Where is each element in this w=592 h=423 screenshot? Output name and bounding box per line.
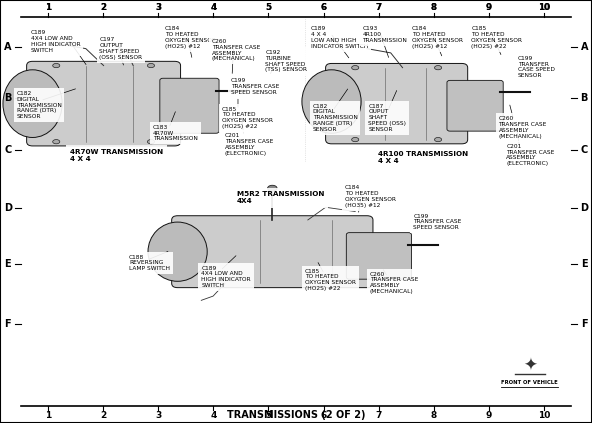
Text: C183
4R70W
TRANSMISSION: C183 4R70W TRANSMISSION <box>153 125 198 141</box>
Text: 5: 5 <box>266 3 271 12</box>
Text: C189
4X4 LOW AND
HIGH INDICATOR
SWITCH: C189 4X4 LOW AND HIGH INDICATOR SWITCH <box>31 30 81 53</box>
Text: 7: 7 <box>375 3 382 12</box>
Text: C193
4R100
TRANSMISSION: C193 4R100 TRANSMISSION <box>362 26 407 43</box>
Text: C201
TRANSFER CASE
ASSEMBLY
(ELECTRONIC): C201 TRANSFER CASE ASSEMBLY (ELECTRONIC) <box>506 144 555 166</box>
Text: 2: 2 <box>100 3 107 12</box>
Ellipse shape <box>148 222 207 281</box>
Text: 3: 3 <box>155 3 162 12</box>
Text: 2: 2 <box>101 3 106 12</box>
Text: A: A <box>581 41 588 52</box>
Text: 4R70W TRANSMISSION
4 X 4: 4R70W TRANSMISSION 4 X 4 <box>70 149 163 162</box>
Text: C199
TRANSFER
CASE SPEED
SENSOR: C199 TRANSFER CASE SPEED SENSOR <box>518 56 555 78</box>
Ellipse shape <box>147 140 155 144</box>
Ellipse shape <box>352 137 359 142</box>
FancyBboxPatch shape <box>27 61 181 146</box>
Text: 4: 4 <box>210 411 217 420</box>
Text: D: D <box>4 203 12 213</box>
Text: C188
REVERSING
LAMP SWITCH: C188 REVERSING LAMP SWITCH <box>129 255 170 271</box>
Text: F: F <box>4 319 11 329</box>
Text: 8: 8 <box>431 3 436 12</box>
Text: 9: 9 <box>485 3 492 12</box>
Text: C197
OUTPUT
SHAFT SPEED
(OSS) SENSOR: C197 OUTPUT SHAFT SPEED (OSS) SENSOR <box>99 37 143 60</box>
Text: C: C <box>581 145 588 155</box>
Text: 6: 6 <box>321 3 326 12</box>
Text: C201
TRANSFER CASE
ASSEMBLY
(ELECTRONIC): C201 TRANSFER CASE ASSEMBLY (ELECTRONIC) <box>225 133 274 156</box>
Text: A: A <box>4 41 11 52</box>
Ellipse shape <box>268 185 277 191</box>
Text: 3: 3 <box>156 3 161 12</box>
Text: M5R2 TRANSMISSION
4X4: M5R2 TRANSMISSION 4X4 <box>237 191 324 204</box>
Ellipse shape <box>53 140 60 144</box>
Text: 9: 9 <box>486 3 491 12</box>
Ellipse shape <box>302 70 361 133</box>
Text: C185
TO HEATED
OXYGEN SENSOR
(HO2S) #22: C185 TO HEATED OXYGEN SENSOR (HO2S) #22 <box>305 269 356 291</box>
Text: 4R100 TRANSMISSION
4 X 4: 4R100 TRANSMISSION 4 X 4 <box>378 151 468 165</box>
Text: D: D <box>580 203 588 213</box>
Text: C182
DIGITAL
TRANSMISSION
RANGE (DTR)
SENSOR: C182 DIGITAL TRANSMISSION RANGE (DTR) SE… <box>17 91 62 119</box>
Text: C260
TRANSFER CASE
ASSEMBLY
(MECHANICAL): C260 TRANSFER CASE ASSEMBLY (MECHANICAL) <box>498 116 547 139</box>
Ellipse shape <box>352 66 359 70</box>
Text: C187
OUPUT
SHAFT
SPEED (OSS)
SENSOR: C187 OUPUT SHAFT SPEED (OSS) SENSOR <box>368 104 406 132</box>
Text: 2: 2 <box>100 411 107 420</box>
Text: 3: 3 <box>155 411 162 420</box>
Text: FRONT OF VEHICLE: FRONT OF VEHICLE <box>501 380 558 385</box>
Text: 9: 9 <box>485 411 492 420</box>
Text: 7: 7 <box>376 3 381 12</box>
Text: 1: 1 <box>45 411 52 420</box>
Text: TRANSMISSIONS (2 OF 2): TRANSMISSIONS (2 OF 2) <box>227 410 365 420</box>
Text: E: E <box>4 259 11 269</box>
Text: 6: 6 <box>320 411 327 420</box>
Text: C260
TRANSFER CASE
ASSEMBLY
(MECHANICAL): C260 TRANSFER CASE ASSEMBLY (MECHANICAL) <box>370 272 419 294</box>
Text: 4: 4 <box>210 3 217 12</box>
Text: C184
TO HEATED
OXYGEN SENSOR
(HO2S) #12: C184 TO HEATED OXYGEN SENSOR (HO2S) #12 <box>412 26 463 49</box>
Text: B: B <box>4 93 11 103</box>
Text: C192
TURBINE
SHAFT SPEED
(TSS) SENSOR: C192 TURBINE SHAFT SPEED (TSS) SENSOR <box>265 50 307 72</box>
Text: 5: 5 <box>265 411 272 420</box>
Text: ✦: ✦ <box>523 357 537 375</box>
Text: 5: 5 <box>265 3 272 12</box>
Text: 10: 10 <box>538 3 550 12</box>
FancyBboxPatch shape <box>447 80 503 131</box>
Text: 6: 6 <box>320 3 327 12</box>
FancyBboxPatch shape <box>160 78 219 133</box>
Text: C199
TRANSFER CASE
SPEED SENSOR: C199 TRANSFER CASE SPEED SENSOR <box>231 78 279 95</box>
Text: 8: 8 <box>430 411 437 420</box>
Text: 10: 10 <box>538 3 549 12</box>
Text: 4: 4 <box>211 3 216 12</box>
Text: 8: 8 <box>430 3 437 12</box>
Text: C185
TO HEATED
OXYGEN SENSOR
(HO2S) #22: C185 TO HEATED OXYGEN SENSOR (HO2S) #22 <box>222 107 273 129</box>
FancyBboxPatch shape <box>346 233 411 279</box>
Text: C184
TO HEATED
OXYGEN SENSOR
(HO2S) #12: C184 TO HEATED OXYGEN SENSOR (HO2S) #12 <box>165 26 215 49</box>
Text: C185
TO HEATED
OXYGEN SENSOR
(HO2S) #22: C185 TO HEATED OXYGEN SENSOR (HO2S) #22 <box>471 26 522 49</box>
Ellipse shape <box>435 66 442 70</box>
Text: F: F <box>581 319 588 329</box>
Text: C182
DIGITAL
TRANSMISSION
RANGE (DTR)
SENSOR: C182 DIGITAL TRANSMISSION RANGE (DTR) SE… <box>313 104 358 132</box>
FancyBboxPatch shape <box>326 63 468 144</box>
Text: C184
TO HEATED
OXYGEN SENSOR
(HO35) #12: C184 TO HEATED OXYGEN SENSOR (HO35) #12 <box>345 185 395 208</box>
Text: C: C <box>4 145 11 155</box>
Ellipse shape <box>53 63 60 68</box>
Text: 10: 10 <box>538 411 550 420</box>
Text: 1: 1 <box>45 3 52 12</box>
Text: B: B <box>581 93 588 103</box>
Text: C189
4 X 4
LOW AND HIGH
INDICATOR SWITCH: C189 4 X 4 LOW AND HIGH INDICATOR SWITCH <box>311 26 368 49</box>
Text: C199
TRANSFER CASE
SPEED SENSOR: C199 TRANSFER CASE SPEED SENSOR <box>413 214 462 230</box>
Text: 7: 7 <box>375 411 382 420</box>
FancyBboxPatch shape <box>172 216 373 288</box>
Ellipse shape <box>3 70 62 137</box>
Text: E: E <box>581 259 588 269</box>
Text: C260
TRANSFER CASE
ASSEMBLY
(MECHANICAL): C260 TRANSFER CASE ASSEMBLY (MECHANICAL) <box>212 39 260 61</box>
Ellipse shape <box>147 63 155 68</box>
Text: 1: 1 <box>46 3 51 12</box>
Ellipse shape <box>435 137 442 142</box>
Text: C189
4X4 LOW AND
HIGH INDICATOR
SWITCH: C189 4X4 LOW AND HIGH INDICATOR SWITCH <box>201 266 251 288</box>
